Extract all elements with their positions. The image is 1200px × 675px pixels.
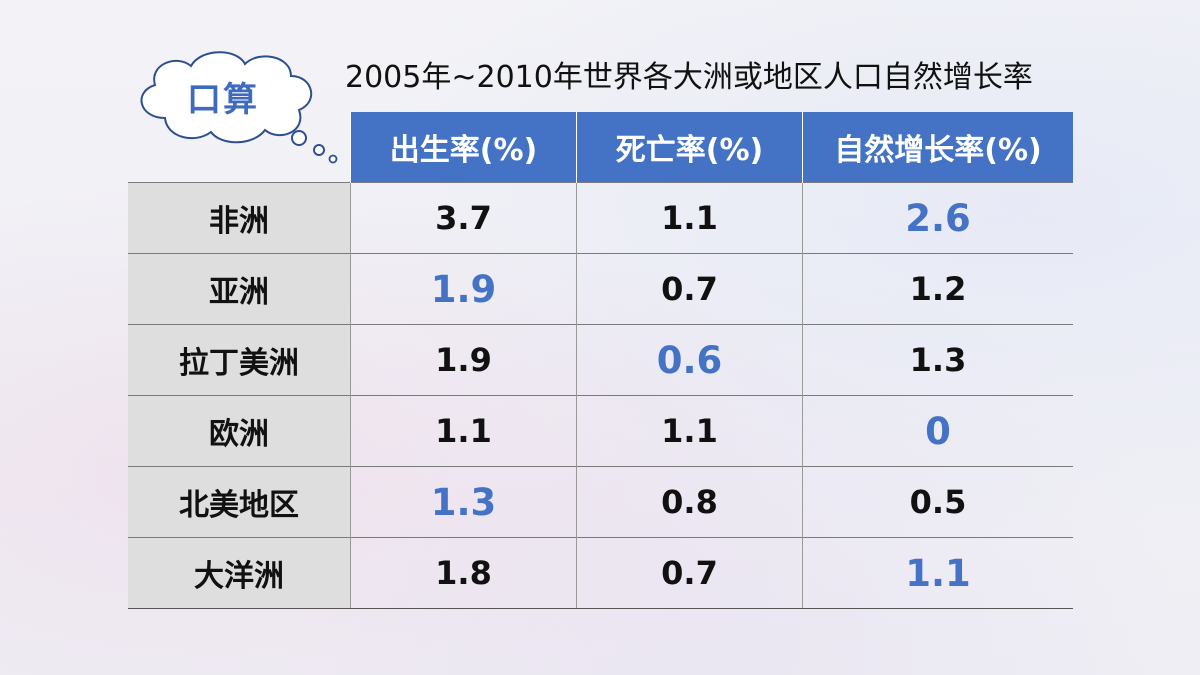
row-name: 北美地区 — [128, 466, 351, 538]
row-name: 非洲 — [128, 182, 351, 254]
column-header-death-rate: 死亡率(%) — [576, 112, 803, 183]
row-name: 亚洲 — [128, 253, 351, 325]
table-cell-highlighted: 1.1 — [802, 537, 1073, 609]
table-cell-highlighted: 1.3 — [350, 466, 577, 538]
table-cell-highlighted: 2.6 — [802, 182, 1073, 254]
row-name: 大洋洲 — [128, 537, 351, 609]
table-row: 亚洲 1.9 0.7 1.2 — [128, 253, 1073, 325]
table-cell: 1.1 — [350, 395, 577, 467]
table-cell-highlighted: 1.9 — [350, 253, 577, 325]
table-cell: 1.1 — [576, 182, 803, 254]
row-name: 拉丁美洲 — [128, 324, 351, 396]
table-cell: 0.5 — [802, 466, 1073, 538]
table-cell: 1.1 — [576, 395, 803, 467]
table-row: 非洲 3.7 1.1 2.6 — [128, 182, 1073, 254]
table-cell-highlighted: 0.6 — [576, 324, 803, 396]
table-row: 北美地区 1.3 0.8 0.5 — [128, 466, 1073, 538]
table-row: 欧洲 1.1 1.1 0 — [128, 395, 1073, 467]
page-title: 2005年~2010年世界各大洲或地区人口自然增长率 — [345, 60, 1033, 95]
table-cell: 1.9 — [350, 324, 577, 396]
table-cell: 3.7 — [350, 182, 577, 254]
table-cell: 0.7 — [576, 537, 803, 609]
table-row: 大洋洲 1.8 0.7 1.1 — [128, 537, 1073, 609]
column-header-natural-growth-rate: 自然增长率(%) — [802, 112, 1073, 183]
badge-label: 口算 — [187, 80, 259, 120]
population-growth-table: 出生率(%) 死亡率(%) 自然增长率(%) 非洲 3.7 1.1 2.6 亚洲… — [128, 112, 1073, 609]
table-row: 拉丁美洲 1.9 0.6 1.3 — [128, 324, 1073, 396]
table-header-row: 出生率(%) 死亡率(%) 自然增长率(%) — [128, 112, 1073, 183]
table-cell: 0.7 — [576, 253, 803, 325]
mental-math-badge: 口算 — [125, 40, 350, 170]
thought-cloud-icon — [140, 51, 338, 164]
table-cell: 1.2 — [802, 253, 1073, 325]
table-cell-highlighted: 0 — [802, 395, 1073, 467]
row-name: 欧洲 — [128, 395, 351, 467]
table-cell: 1.3 — [802, 324, 1073, 396]
table-cell: 0.8 — [576, 466, 803, 538]
header-corner — [128, 112, 351, 183]
column-header-birth-rate: 出生率(%) — [350, 112, 577, 183]
table-cell: 1.8 — [350, 537, 577, 609]
